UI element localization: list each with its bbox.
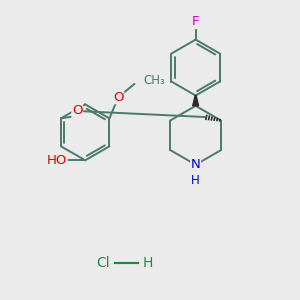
- Text: H: H: [142, 256, 153, 270]
- Polygon shape: [193, 95, 199, 106]
- Text: HO: HO: [46, 154, 67, 167]
- Text: F: F: [192, 15, 200, 28]
- Text: O: O: [72, 104, 83, 118]
- Text: N: N: [191, 158, 200, 171]
- Text: O: O: [113, 91, 124, 103]
- Text: Cl: Cl: [97, 256, 110, 270]
- Text: H: H: [191, 174, 200, 187]
- Text: CH₃: CH₃: [143, 74, 165, 88]
